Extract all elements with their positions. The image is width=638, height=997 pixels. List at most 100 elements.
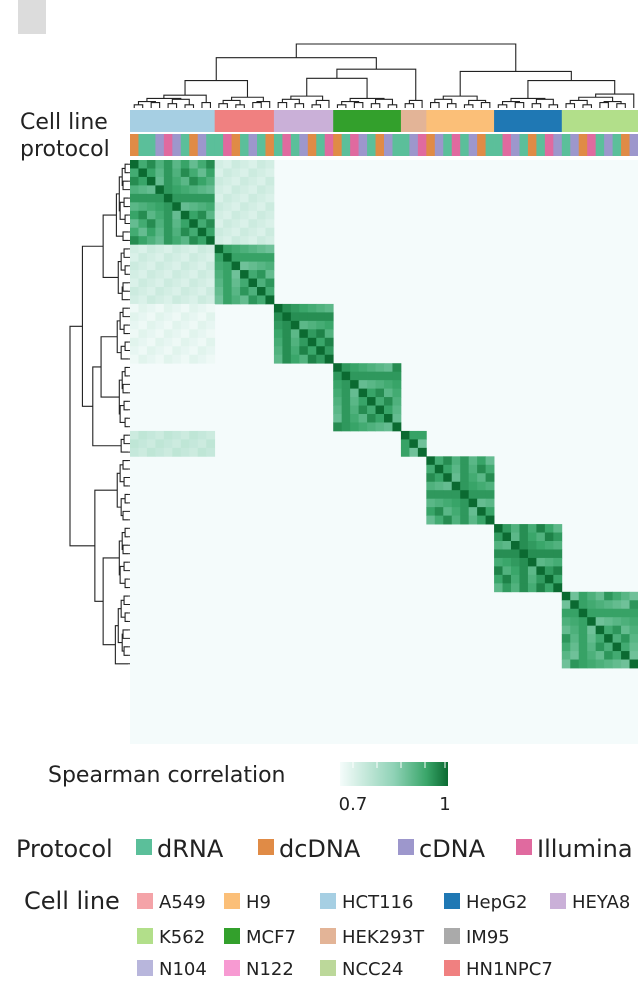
heatmap-cell [240, 210, 249, 220]
heatmap-cell [206, 253, 216, 262]
heatmap-cell [587, 642, 597, 652]
heatmap-cell [460, 456, 470, 466]
heatmap-cell [206, 193, 216, 203]
heatmap-cell [172, 295, 182, 305]
heatmap-cell [257, 287, 266, 296]
heatmap-cell [468, 473, 478, 483]
heatmap-cell [240, 278, 249, 288]
heatmap-cell [587, 659, 597, 669]
protocol-legend-swatch-dcdna [258, 839, 274, 855]
heatmap-cell [146, 303, 156, 313]
heatmap-cell [146, 430, 156, 440]
protocol-annotation-cell [519, 134, 529, 156]
heatmap-cell [265, 160, 275, 169]
heatmap-cell [231, 295, 241, 305]
heatmap-cell [138, 193, 148, 203]
protocol-annotation-cell [587, 134, 597, 156]
cell-line-annotation-hek293t [400, 110, 427, 132]
heatmap-cell [595, 608, 605, 618]
heatmap-cell [146, 320, 156, 330]
heatmap-cell [240, 295, 249, 305]
heatmap-cell [341, 422, 351, 432]
dendrogram-branch [119, 565, 126, 584]
heatmap-cell [155, 236, 165, 246]
heatmap-cell [206, 312, 216, 322]
heatmap-cell [468, 464, 478, 474]
heatmap-cell [434, 464, 444, 474]
heatmap-cell [578, 642, 588, 652]
heatmap-cell [324, 337, 334, 347]
protocol-annotation-cell [561, 134, 571, 156]
heatmap-cell [180, 295, 190, 305]
heatmap-cell [578, 600, 588, 610]
heatmap-cell [130, 312, 139, 322]
heatmap-cell [163, 295, 173, 305]
heatmap-cell [214, 219, 224, 229]
heatmap-cell [341, 388, 351, 398]
heatmap-cell [146, 261, 156, 271]
dendrogram-branch [122, 383, 128, 394]
heatmap-cell [146, 160, 156, 169]
heatmap-cell [163, 168, 173, 178]
heatmap-cell [409, 430, 419, 440]
heatmap-cell [240, 176, 249, 186]
heatmap-cell [434, 490, 444, 500]
heatmap-cell [155, 430, 165, 440]
heatmap-cell [189, 219, 199, 229]
heatmap-cell [189, 312, 199, 322]
colorbar-tick-high: 1 [439, 794, 450, 815]
protocol-annotation-cell [172, 134, 182, 156]
heatmap-cell [248, 193, 258, 203]
dendrogram-branch [565, 103, 576, 108]
heatmap-cell [333, 363, 343, 373]
dendrogram-branch [315, 99, 330, 108]
heatmap-cell [206, 430, 216, 440]
cell-line-legend-label-k562: K562 [159, 927, 205, 948]
heatmap-cell [163, 202, 173, 212]
heatmap-cell [392, 371, 402, 381]
heatmap-cell [621, 608, 630, 618]
heatmap-cell [214, 244, 224, 254]
protocol-annotation-cell [273, 134, 283, 156]
heatmap-cell [621, 600, 630, 610]
heatmap-cell [494, 574, 503, 584]
heatmap-cell [248, 287, 258, 296]
protocol-annotation-cell [358, 134, 368, 156]
heatmap-cell [367, 414, 376, 423]
heatmap-cell [223, 168, 232, 178]
heatmap-cell [553, 524, 563, 533]
protocol-annotation-cell [384, 134, 393, 156]
heatmap-cell [223, 227, 232, 237]
heatmap-cell [231, 210, 241, 220]
heatmap-cell [519, 557, 529, 567]
heatmap-cell [511, 574, 520, 584]
heatmap-cell [443, 464, 453, 474]
heatmap-cell [180, 278, 190, 288]
heatmap-cell [189, 210, 199, 220]
row-dendrogram [69, 163, 132, 665]
heatmap-cell [146, 439, 156, 449]
heatmap-cell [434, 498, 444, 508]
heatmap-cell [527, 524, 537, 533]
heatmap-cell [206, 447, 216, 457]
heatmap-cell [612, 642, 622, 652]
heatmap-cell [138, 202, 148, 212]
heatmap-cell [180, 337, 190, 347]
heatmap-cell [290, 312, 300, 322]
heatmap-cell [197, 202, 207, 212]
heatmap-cell [146, 287, 156, 296]
heatmap-cell [443, 456, 453, 466]
protocol-annotation-cell [485, 134, 495, 156]
heatmap-cell [511, 557, 520, 567]
heatmap-cell [350, 397, 359, 406]
protocol-annotation-cell [494, 134, 503, 156]
heatmap-cell [570, 659, 580, 669]
protocol-annotation-cell [180, 134, 190, 156]
dendrogram-branch [122, 307, 128, 318]
heatmap-cell [316, 329, 326, 339]
heatmap-cell [214, 253, 224, 262]
heatmap-cell [621, 642, 630, 652]
heatmap-cell [494, 583, 503, 593]
heatmap-cell [392, 422, 402, 432]
heatmap-cell [299, 354, 309, 364]
